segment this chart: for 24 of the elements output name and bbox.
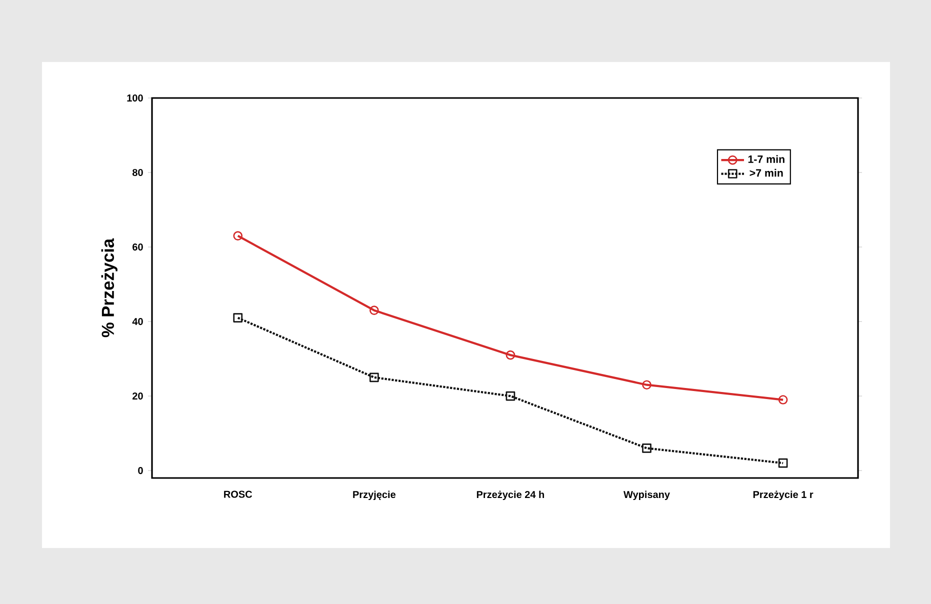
legend-label: 1-7 min: [748, 155, 784, 163]
point: [778, 395, 788, 404]
point: [506, 391, 516, 401]
y-tick-label: 80: [132, 168, 143, 176]
x-tick-label: Wypisany: [624, 490, 670, 500]
legend-label: >7 min: [750, 168, 783, 177]
point: [642, 380, 652, 390]
y-tick-label: 20: [132, 392, 143, 400]
point: [369, 372, 379, 382]
point: [642, 444, 652, 453]
y-tick-label: 0: [138, 467, 143, 474]
point: [778, 458, 788, 468]
y-axis-title: % Przeżycia: [101, 238, 118, 338]
point: [233, 313, 243, 322]
y-tick-label: 100: [127, 94, 143, 102]
point: [506, 350, 516, 360]
point: [233, 231, 243, 241]
y-tick-label: 60: [132, 243, 143, 251]
x-tick-label: Przyjęcie: [353, 490, 396, 500]
x-tick-label: ROSC: [224, 490, 252, 498]
x-tick-label: Przeżycie 24 h: [476, 490, 544, 500]
point: [369, 306, 379, 316]
y-tick-label: 40: [132, 318, 143, 326]
x-tick-label: Przeżycie 1 r: [753, 490, 814, 500]
